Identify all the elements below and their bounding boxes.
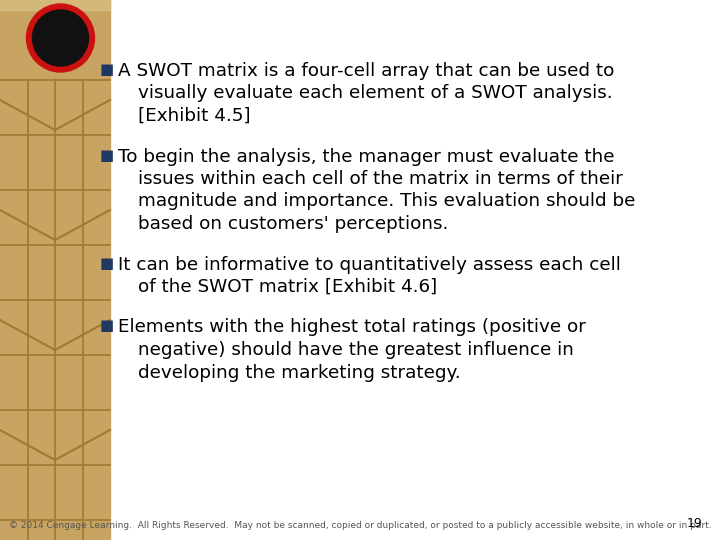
Text: It can be informative to quantitatively assess each cell: It can be informative to quantitatively …	[118, 255, 621, 273]
Text: ■: ■	[100, 147, 114, 163]
Text: based on customers' perceptions.: based on customers' perceptions.	[138, 215, 449, 233]
Text: Elements with the highest total ratings (positive or: Elements with the highest total ratings …	[118, 319, 586, 336]
Text: A SWOT matrix is a four-cell array that can be used to: A SWOT matrix is a four-cell array that …	[118, 62, 614, 80]
Text: negative) should have the greatest influence in: negative) should have the greatest influ…	[138, 341, 574, 359]
Text: magnitude and importance. This evaluation should be: magnitude and importance. This evaluatio…	[138, 192, 635, 211]
Text: To begin the analysis, the manager must evaluate the: To begin the analysis, the manager must …	[118, 147, 614, 165]
Text: of the SWOT matrix [Exhibit 4.6]: of the SWOT matrix [Exhibit 4.6]	[138, 278, 437, 296]
Text: issues within each cell of the matrix in terms of their: issues within each cell of the matrix in…	[138, 170, 623, 188]
Text: developing the marketing strategy.: developing the marketing strategy.	[138, 363, 461, 381]
Text: visually evaluate each element of a SWOT analysis.: visually evaluate each element of a SWOT…	[138, 84, 613, 103]
Circle shape	[27, 4, 94, 72]
Bar	[0, 0, 110, 10]
Text: 19: 19	[686, 517, 702, 530]
Text: ■: ■	[100, 255, 114, 271]
Text: © 2014 Cengage Learning.  All Rights Reserved.  May not be scanned, copied or du: © 2014 Cengage Learning. All Rights Rese…	[9, 521, 711, 530]
Circle shape	[32, 10, 89, 66]
Text: ■: ■	[100, 319, 114, 334]
Text: ■: ■	[100, 62, 114, 77]
Bar	[0, 0, 110, 540]
Text: [Exhibit 4.5]: [Exhibit 4.5]	[138, 107, 251, 125]
